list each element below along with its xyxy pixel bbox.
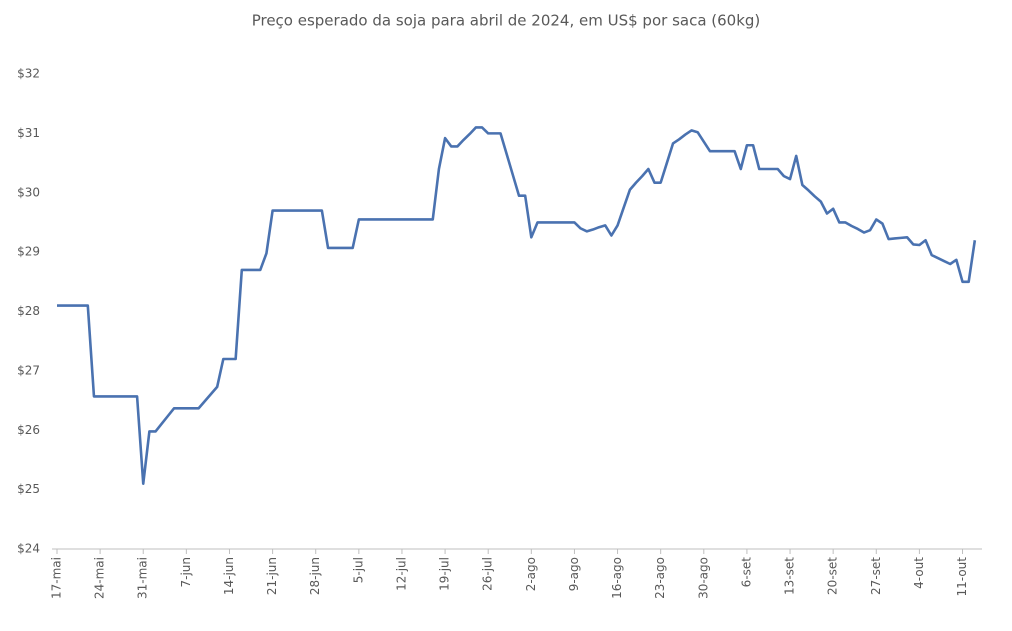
x-tick-label: 11-out [955,557,969,597]
y-tick-label: $29 [17,245,40,259]
x-tick-label: 31-mai [136,557,150,599]
x-tick-label: 13-set [783,557,797,595]
y-tick-label: $24 [17,542,40,556]
x-tick-label: 5-jul [351,557,365,583]
y-tick-label: $30 [17,185,40,199]
x-tick-label: 9-ago [567,557,581,591]
x-tick-label: 27-set [869,557,883,595]
x-tick-label: 24-mai [93,557,107,599]
price-line [57,126,977,485]
x-tick-label: 30-ago [696,557,710,599]
x-tick-label: 16-ago [610,557,624,599]
x-tick-label: 26-jul [481,557,495,591]
y-tick-label: $25 [17,482,40,496]
x-tick-label: 7-jun [179,557,193,588]
chart-title: Preço esperado da soja para abril de 202… [252,12,761,30]
x-tick-label: 19-jul [438,557,452,591]
y-tick-label: $28 [17,304,40,318]
x-tick-label: 28-jun [308,557,322,595]
x-tick-label: 17-mai [50,557,64,599]
y-tick-label: $26 [17,423,40,437]
x-tick-label: 4-out [912,557,926,589]
y-tick-label: $31 [17,126,40,140]
x-tick-label: 14-jun [222,557,236,595]
x-tick-label: 23-ago [653,557,667,599]
y-tick-label: $27 [17,363,40,377]
x-tick-label: 21-jun [265,557,279,595]
x-tick-label: 6-set [739,557,753,588]
x-tick-label: 2-ago [524,557,538,591]
x-tick-label: 12-jul [394,557,408,591]
x-tick-label: 20-set [826,557,840,595]
y-tick-label: $32 [17,67,40,81]
